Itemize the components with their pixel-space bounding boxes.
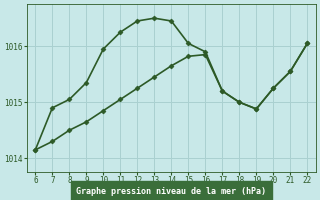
X-axis label: Graphe pression niveau de la mer (hPa): Graphe pression niveau de la mer (hPa) — [76, 187, 266, 196]
